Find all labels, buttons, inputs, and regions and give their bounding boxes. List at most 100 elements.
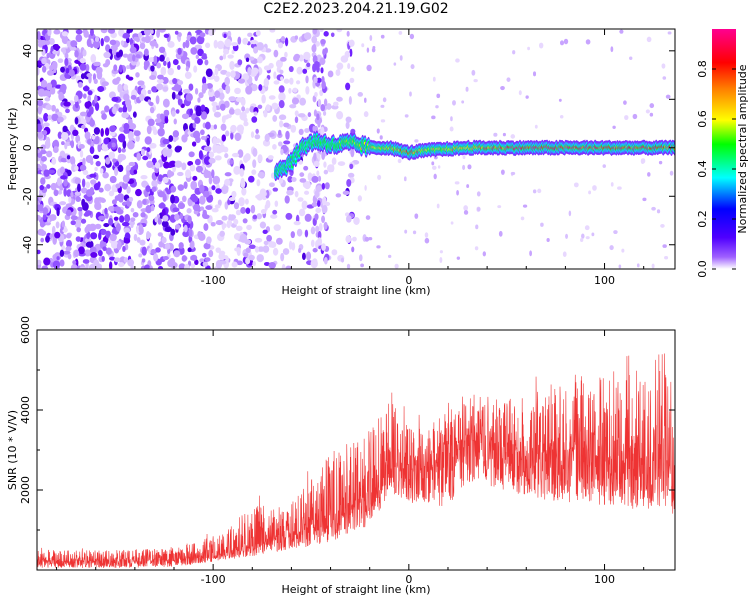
sparse-speckle: [410, 64, 415, 70]
noise-speckle: [221, 134, 226, 142]
noise-speckle: [77, 219, 82, 228]
noise-speckle: [65, 209, 72, 217]
streak-speckle: [347, 62, 351, 70]
noise-speckle: [137, 80, 145, 86]
noise-speckle: [103, 35, 110, 43]
noise-speckle: [279, 69, 284, 75]
sparse-speckle: [559, 114, 564, 119]
noise-speckle: [310, 239, 315, 248]
noise-speckle: [174, 160, 183, 168]
noise-speckle: [203, 169, 210, 179]
noise-speckle: [126, 186, 131, 194]
noise-speckle: [199, 206, 205, 211]
noise-speckle: [189, 108, 194, 116]
sparse-speckle: [529, 250, 533, 257]
noise-speckle: [227, 199, 231, 205]
noise-speckle: [74, 165, 79, 171]
noise-speckle: [170, 194, 175, 204]
sparse-speckle: [474, 246, 479, 251]
streak-speckle: [349, 48, 353, 57]
noise-speckle: [353, 216, 360, 225]
noise-speckle: [167, 259, 175, 268]
noise-speckle: [121, 148, 126, 153]
noise-speckle: [204, 59, 209, 66]
noise-speckle: [189, 36, 197, 45]
sparse-speckle: [471, 69, 476, 76]
noise-speckle: [149, 75, 157, 80]
noise-speckle: [148, 57, 156, 63]
noise-speckle: [84, 210, 92, 216]
noise-speckle: [89, 246, 97, 254]
noise-speckle: [113, 257, 121, 263]
colorbar-label: Normalized spectral amplitude: [736, 64, 749, 233]
noise-speckle: [288, 87, 292, 94]
noise-speckle: [212, 175, 221, 185]
sparse-speckle: [404, 114, 409, 118]
sparse-speckle: [363, 97, 367, 103]
noise-speckle: [283, 78, 290, 84]
noise-speckle: [52, 260, 61, 269]
noise-speckle: [109, 256, 116, 261]
noise-speckle: [183, 263, 190, 269]
sparse-speckle: [662, 244, 667, 248]
noise-speckle: [65, 108, 70, 114]
noise-speckle: [87, 138, 92, 145]
spectrogram-x-tick-label: -100: [201, 274, 226, 287]
snr-axes: -100 0 100 2000 4000 6000: [19, 316, 675, 586]
noise-speckle: [233, 165, 241, 175]
noise-speckle: [239, 168, 245, 177]
colorbar-tick-label: 0.2: [696, 210, 709, 228]
noise-speckle: [265, 199, 271, 209]
noise-speckle: [92, 154, 100, 159]
noise-speckle: [202, 261, 209, 267]
noise-speckle: [99, 168, 104, 174]
noise-speckle: [56, 256, 60, 261]
noise-speckle: [230, 124, 237, 133]
noise-speckle: [278, 92, 286, 102]
noise-speckle: [285, 130, 290, 140]
noise-speckle: [108, 218, 114, 226]
colorbar-tick-label: 0.8: [696, 60, 709, 78]
noise-speckle: [93, 78, 98, 85]
noise-speckle: [159, 54, 165, 62]
sparse-speckle: [651, 206, 656, 211]
noise-speckle: [136, 236, 141, 243]
noise-speckle: [141, 180, 149, 188]
noise-speckle: [323, 169, 329, 175]
noise-speckle: [311, 175, 319, 183]
noise-speckle: [331, 157, 337, 165]
sparse-speckle: [612, 125, 616, 130]
noise-speckle: [111, 96, 119, 102]
noise-speckle: [37, 249, 41, 255]
noise-speckle: [153, 253, 159, 262]
noise-speckle: [77, 206, 83, 212]
streak-speckle: [315, 185, 322, 192]
noise-speckle: [292, 87, 298, 93]
noise-speckle: [54, 231, 61, 239]
noise-speckle: [231, 152, 240, 158]
noise-speckle: [40, 177, 46, 185]
noise-speckle: [190, 254, 198, 261]
noise-speckle: [185, 169, 192, 179]
streak-speckle: [323, 98, 328, 107]
noise-speckle: [162, 176, 169, 184]
noise-speckle: [145, 185, 151, 193]
streak-speckle: [316, 170, 320, 177]
noise-speckle: [127, 140, 135, 150]
noise-speckle: [123, 238, 131, 244]
sparse-speckle: [636, 263, 640, 268]
noise-speckle: [236, 124, 245, 133]
noise-speckle: [197, 58, 203, 66]
noise-speckle: [172, 130, 180, 138]
sparse-speckle: [369, 34, 373, 41]
noise-speckle: [203, 156, 211, 165]
noise-speckle: [66, 155, 71, 160]
noise-speckle: [123, 257, 129, 263]
colorbar-tick-label: 0.6: [696, 110, 709, 128]
noise-speckle: [61, 220, 66, 228]
noise-speckle: [257, 154, 263, 163]
noise-speckle: [198, 92, 204, 99]
noise-speckle: [201, 82, 208, 92]
noise-speckle: [236, 246, 241, 256]
